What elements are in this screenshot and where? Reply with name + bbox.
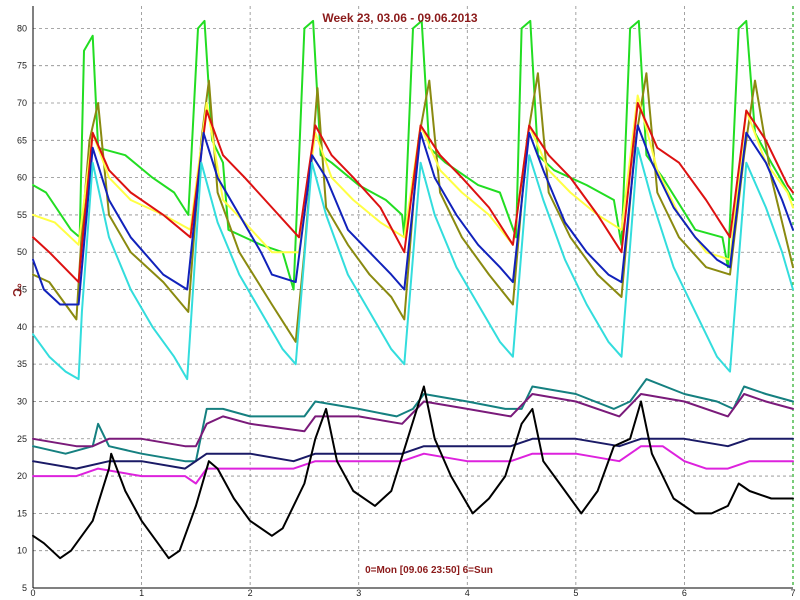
y-tick-label: 25	[17, 434, 27, 444]
x-tick-label: 1	[139, 588, 144, 598]
series-line-5	[32, 124, 794, 306]
series-line-9	[32, 437, 794, 470]
y-tick-label: 35	[17, 359, 27, 369]
series-line-8	[32, 393, 794, 448]
y-tick-label: 50	[17, 247, 27, 257]
y-tick-label: 40	[17, 322, 27, 332]
series-line-11	[32, 385, 794, 560]
x-axis-label: 0=Mon [09.06 23:50] 6=Sun	[365, 565, 493, 576]
y-tick-label: 80	[17, 23, 27, 33]
y-tick-label: 75	[17, 61, 27, 71]
x-tick-label: 0	[30, 588, 35, 598]
x-tick-label: 2	[248, 588, 253, 598]
y-tick-label: 60	[17, 173, 27, 183]
series-line-6	[32, 146, 794, 381]
axes	[32, 6, 793, 589]
grid	[33, 6, 794, 589]
y-tick-label: 5	[22, 583, 27, 593]
x-tick-label: 7	[790, 588, 795, 598]
y-tick-label: 65	[17, 135, 27, 145]
y-tick-label: 70	[17, 98, 27, 108]
x-tick-label: 3	[356, 588, 361, 598]
x-tick-label: 5	[573, 588, 578, 598]
series-group	[32, 19, 794, 560]
y-tick-label: 45	[17, 285, 27, 295]
series-line-7	[32, 378, 794, 463]
chart-title: Week 23, 03.06 - 09.06.2013	[322, 11, 478, 25]
y-tick-label: 55	[17, 210, 27, 220]
x-tick-label: 4	[465, 588, 470, 598]
y-tick-label: 15	[17, 508, 27, 518]
series-line-4	[32, 102, 794, 284]
x-tick-label: 6	[682, 588, 687, 598]
y-axis-label: °C	[10, 283, 24, 297]
y-tick-label: 30	[17, 396, 27, 406]
y-tick-label: 20	[17, 471, 27, 481]
series-line-10	[32, 445, 794, 485]
y-tick-label: 10	[17, 546, 27, 556]
